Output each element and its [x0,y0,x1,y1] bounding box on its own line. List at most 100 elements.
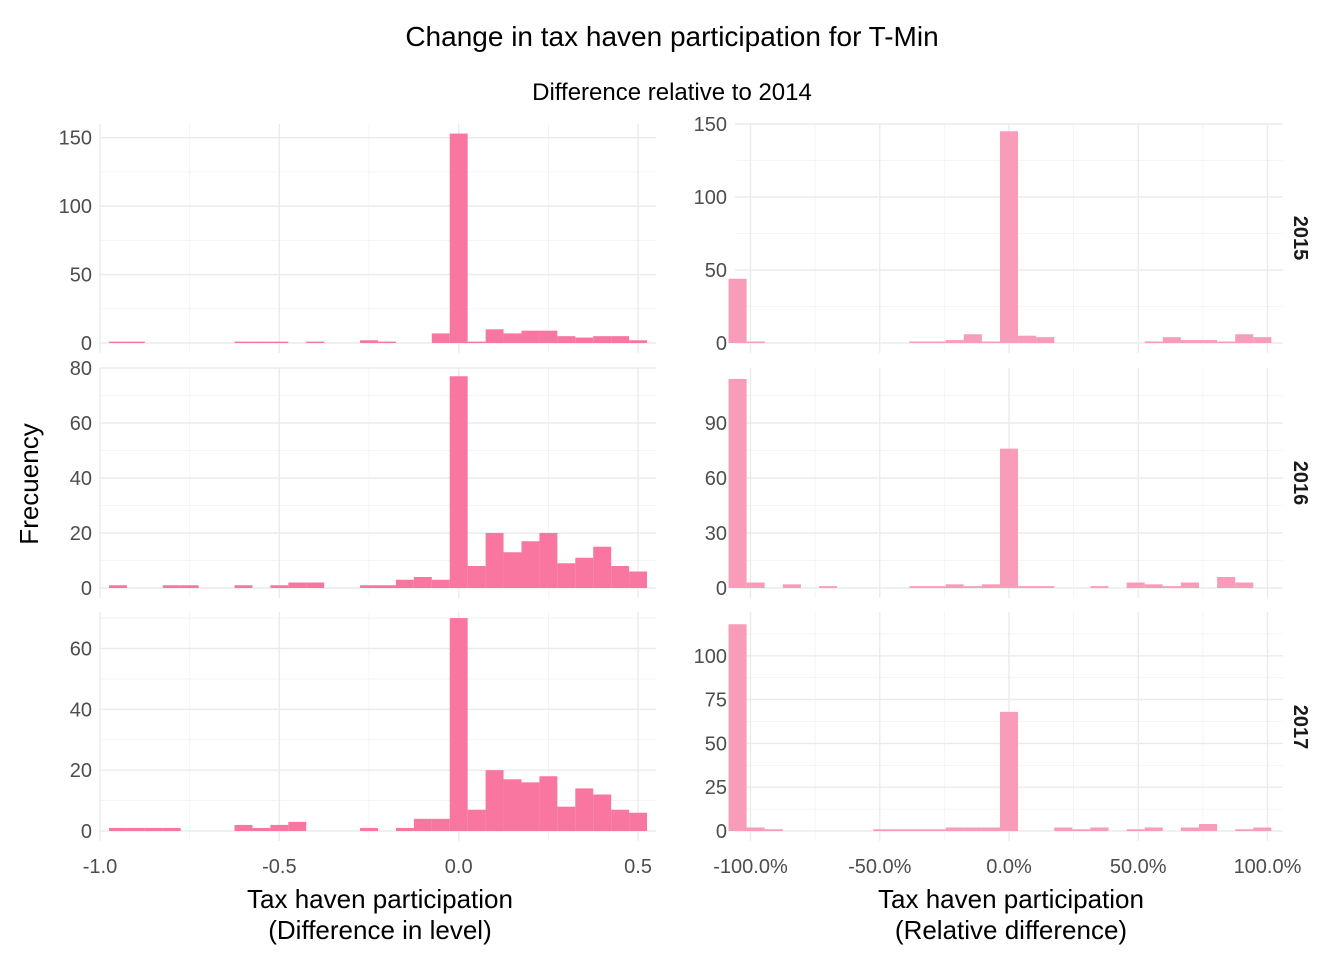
x-tick-label-c2: 100.0% [1234,856,1302,878]
histogram-bar-r3c1 [252,827,271,831]
histogram-bar-r3c2 [1126,829,1145,831]
histogram-bar-r3c2 [1144,827,1163,831]
histogram-bar-r1c2 [1036,337,1055,343]
chart-title: Change in tax haven participation for T-… [405,21,938,52]
histogram-bar-r3c2 [1253,827,1272,831]
chart-subtitle: Difference relative to 2014 [532,79,812,106]
histogram-bar-r3c1 [288,821,307,831]
histogram-bar-r1c2 [728,278,747,343]
histogram-bar-r2c2 [1217,577,1236,588]
histogram-bar-r1c2 [1162,337,1181,343]
y-tick-label-r2c1: 40 [70,468,92,490]
histogram-bar-r2c1 [467,566,486,588]
x-axis-title-left-line1: Tax haven participation [247,884,513,914]
histogram-bar-r1c2 [981,341,1000,343]
histogram-bar-r3c1 [539,776,558,831]
histogram-bar-r3c2 [1198,823,1218,831]
histogram-bar-r2c2 [909,586,928,588]
y-tick-label-r2c2: 0 [716,578,727,600]
histogram-bar-r1c1 [431,333,450,343]
x-tick-label-c2: -50.0% [848,856,912,878]
histogram-bar-r3c2 [909,829,928,831]
strip-label-2016: 2016 [1289,461,1311,506]
y-tick-label-r1c1: 50 [70,265,92,287]
histogram-bar-r3c2 [873,829,892,831]
x-tick-label-c1: -0.5 [262,856,296,878]
histogram-bar-r3c1 [144,827,163,831]
histogram-bar-r3c1 [485,770,504,831]
histogram-bar-r2c2 [963,586,982,588]
histogram-bar-r1c1 [503,333,522,343]
panels-layer: 0 50 100 150 0 50 100 150 0 20 40 60 80 0 30 60 90 0 20 40 6… [59,114,1302,878]
histogram-bar-r1c1 [485,329,504,343]
y-tick-label-r3c2: 75 [705,690,727,712]
y-tick-label-r2c2: 60 [705,468,727,490]
histogram-bar-r2c1 [557,563,576,588]
histogram-bar-r2c2 [945,584,964,588]
histogram-bar-r2c1 [306,582,325,588]
histogram-bar-r1c2 [945,340,964,343]
histogram-bar-r2c2 [728,379,747,588]
histogram-bar-r3c2 [891,829,910,831]
histogram-bar-r1c2 [1198,340,1218,343]
y-tick-label-r3c2: 0 [716,821,727,843]
histogram-bar-r2c1 [360,585,378,588]
histogram-bar-r2c2 [782,584,801,588]
histogram-bar-r3c1 [108,827,127,831]
histogram-bar-r3c1 [395,827,414,831]
y-tick-label-r3c1: 40 [70,699,92,721]
y-tick-label-r1c1: 100 [59,196,92,218]
y-axis-title: Frecuency [14,423,44,544]
histogram-bar-r2c1 [539,533,558,588]
histogram-bar-r2c1 [413,577,432,588]
histogram-bar-r2c1 [593,546,612,588]
histogram-bar-r2c1 [431,579,450,588]
histogram-bar-r2c1 [611,566,630,588]
histogram-bar-r2c2 [1180,582,1199,588]
histogram-bar-r3c1 [611,809,630,831]
histogram-bar-r3c2 [981,827,1000,831]
y-tick-label-r1c2: 150 [694,114,727,136]
histogram-bar-r2c1 [378,585,396,588]
x-tick-label-c2: 50.0% [1110,856,1167,878]
histogram-bar-r1c1 [378,341,396,343]
histogram-bar-r3c1 [593,794,612,831]
histogram-bar-r1c1 [108,341,127,343]
x-tick-label-c2: -100.0% [713,856,788,878]
histogram-bar-r1c2 [963,334,982,343]
histogram-bar-r1c2 [927,341,946,343]
y-tick-label-r1c2: 50 [705,260,727,282]
histogram-bar-r1c2 [746,341,765,343]
histogram-bar-r1c2 [909,341,928,343]
histogram-bar-r2c1 [521,541,540,588]
histogram-bar-r1c2 [1253,337,1272,343]
histogram-bar-r3c1 [234,824,253,831]
histogram-bar-r2c2 [1018,586,1037,588]
histogram-bar-r3c1 [449,618,468,831]
strip-label-2015: 2015 [1289,216,1311,261]
histogram-bar-r3c1 [126,827,145,831]
y-tick-label-r1c2: 0 [716,333,727,355]
histogram-bar-r1c1 [557,336,576,343]
histogram-bar-r3c1 [629,812,648,831]
x-axis-title-right-line2: (Relative difference) [895,915,1127,945]
y-tick-label-r1c1: 0 [81,333,92,355]
histogram-bar-r3c2 [927,829,946,831]
y-tick-label-r2c1: 60 [70,413,92,435]
histogram-bar-r3c1 [413,818,432,831]
histogram-bar-r2c2 [1090,586,1109,588]
histogram-bar-r2c1 [503,552,522,588]
histogram-bar-r3c1 [162,827,181,831]
histogram-bar-r3c2 [963,827,982,831]
histogram-bar-r1c1 [360,340,378,343]
histogram-bar-r3c2 [1235,829,1254,831]
y-tick-label-r3c2: 100 [694,646,727,668]
histogram-bar-r1c1 [611,336,630,343]
y-tick-label-r1c2: 100 [694,187,727,209]
histogram-bar-r2c1 [395,579,414,588]
histogram-bar-r2c1 [629,571,648,588]
histogram-bar-r1c1 [539,330,558,343]
y-tick-label-r2c1: 80 [70,358,92,380]
histogram-bar-r3c2 [1054,827,1073,831]
